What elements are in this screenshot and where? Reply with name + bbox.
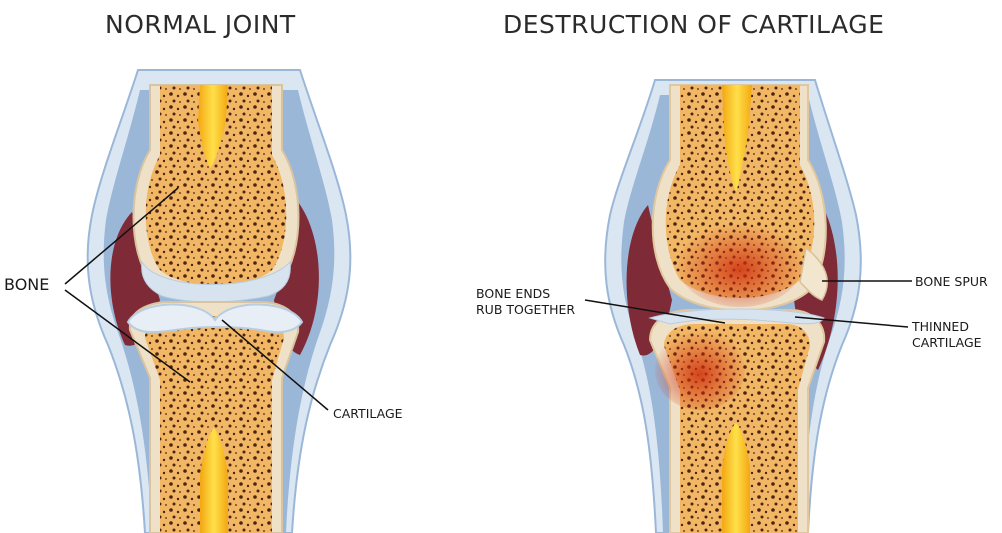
marrow — [722, 85, 752, 192]
normal-joint-title: NORMAL JOINT — [105, 10, 296, 39]
lower-bone-spongy — [145, 316, 284, 533]
normal-joint — [86, 69, 352, 533]
marrow — [200, 428, 228, 533]
leader-lines — [64, 187, 912, 411]
label-thinned-line1: THINNED — [912, 319, 969, 334]
label-bone-ends-line1: BONE ENDS — [476, 286, 551, 301]
marrow — [198, 85, 228, 168]
lower-cartilage — [126, 303, 304, 334]
upper-cartilage — [141, 260, 291, 303]
label-bone-ends: BONE ENDS RUB TOGETHER — [476, 286, 575, 318]
label-bone: BONE — [4, 275, 50, 294]
label-bone-spur: BONE SPUR — [915, 274, 988, 289]
label-bone-ends-line2: RUB TOGETHER — [476, 302, 576, 317]
marrow — [722, 423, 750, 533]
destruction-title: DESTRUCTION OF CARTILAGE — [503, 10, 885, 39]
label-thinned-cartilage: THINNED CARTILAGE — [912, 319, 982, 351]
bone-spur — [799, 246, 828, 301]
thinned-cartilage — [648, 308, 825, 325]
label-cartilage: CARTILAGE — [333, 406, 403, 421]
label-thinned-line2: CARTILAGE — [912, 335, 982, 350]
inflamed-region — [678, 223, 802, 307]
upper-bone-spongy — [145, 85, 287, 285]
damaged-joint — [604, 79, 862, 533]
inflamed-region — [655, 330, 745, 410]
